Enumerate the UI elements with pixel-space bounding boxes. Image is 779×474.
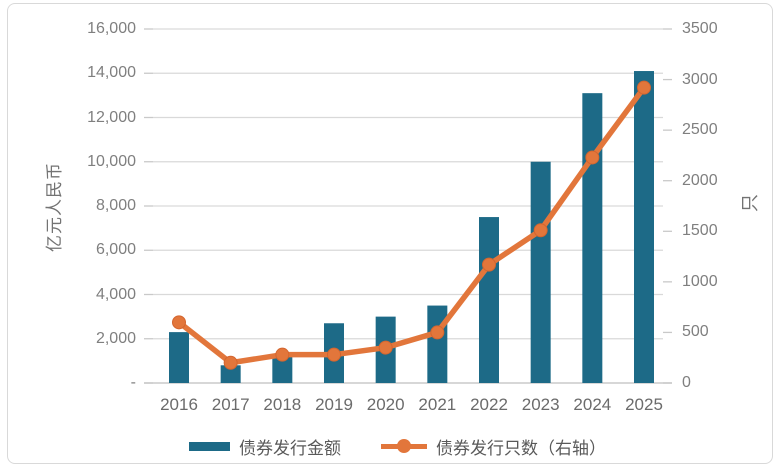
y-axis-tick-label-left: 12,000 — [87, 108, 136, 126]
right-axis-title: 只 — [740, 194, 760, 212]
x-axis-tick-label: 2018 — [263, 395, 302, 414]
y-axis-tick-label-right: 3500 — [682, 20, 718, 37]
x-axis-tick-label: 2020 — [366, 395, 405, 414]
line-marker-2018 — [275, 347, 290, 362]
chart-frame: 亿元人民币 只 -2,000 4,000 6,000 8,000 10,000 12,00… — [7, 3, 773, 464]
line-marker-2023 — [533, 223, 548, 238]
line-marker-2020 — [378, 340, 393, 355]
y-axis-tick-label-left: - — [130, 374, 136, 391]
line-series-path — [176, 84, 647, 366]
legend-item-bar-series: 债券发行金额 — [189, 434, 341, 459]
legend-item-line-series: 债券发行只数（右轴） — [381, 434, 606, 459]
x-axis-tick-label: 2021 — [418, 395, 457, 414]
line-series-label: 债券发行只数（右轴） — [436, 438, 606, 458]
y-axis-tick-label-left: 8,000 — [95, 197, 136, 214]
line-marker-2022 — [482, 257, 496, 272]
x-axis-tick-label: 2022 — [470, 395, 508, 414]
y-axis-tick-label-left: 14,000 — [87, 64, 136, 82]
bar-series-swatch-icon — [189, 441, 230, 451]
line-marker-2025 — [637, 80, 651, 95]
y-axis-tick-label-right: 2500 — [682, 121, 718, 139]
x-axis-tick-label: 2025 — [625, 395, 663, 414]
x-axis-tick-label: 2023 — [521, 395, 560, 414]
bar-2025 — [634, 71, 654, 383]
line-marker-2016 — [172, 315, 186, 330]
bar-2023 — [530, 161, 551, 383]
plot-area — [144, 28, 672, 384]
line-marker-2021 — [430, 325, 445, 340]
x-axis-tick-label: 2019 — [315, 395, 353, 414]
y-axis-tick-label-left: 16,000 — [87, 20, 136, 37]
y-axis-tick-label-right: 1000 — [682, 272, 718, 290]
bar-2022 — [479, 217, 499, 383]
y-axis-tick-label-left: 10,000 — [87, 152, 136, 170]
y-axis-tick-label-right: 1500 — [682, 222, 718, 240]
x-axis-tick-label: 2016 — [160, 395, 198, 414]
y-axis-tick-label-left: 6,000 — [95, 241, 136, 259]
y-axis-tick-label-left: 2,000 — [95, 329, 136, 347]
y-axis-tick-label-right: 3000 — [682, 70, 718, 88]
bar-2018 — [272, 356, 293, 383]
line-series-swatch-icon — [381, 439, 427, 453]
y-axis-tick-label-left: 4,000 — [95, 285, 136, 303]
y-axis-tick-label-right: 2000 — [682, 171, 718, 189]
x-axis-tick-label: 2024 — [573, 395, 612, 414]
bar-2016 — [169, 332, 189, 383]
plot-svg — [144, 28, 672, 384]
bar-series-label: 债券发行金额 — [239, 438, 341, 458]
bar-2021 — [427, 305, 448, 383]
x-axis-tick-label: 2017 — [211, 395, 250, 414]
line-marker-2017 — [223, 355, 238, 370]
y-axis-tick-label-right: 500 — [682, 323, 709, 341]
bar-2017 — [220, 365, 241, 383]
chart-legend: 债券发行金额 债券发行只数（右轴） — [8, 433, 779, 459]
y-axis-tick-label-right: 0 — [682, 374, 691, 391]
line-marker-2019 — [327, 347, 341, 362]
bar-2024 — [582, 93, 603, 383]
line-marker-2024 — [585, 150, 600, 165]
